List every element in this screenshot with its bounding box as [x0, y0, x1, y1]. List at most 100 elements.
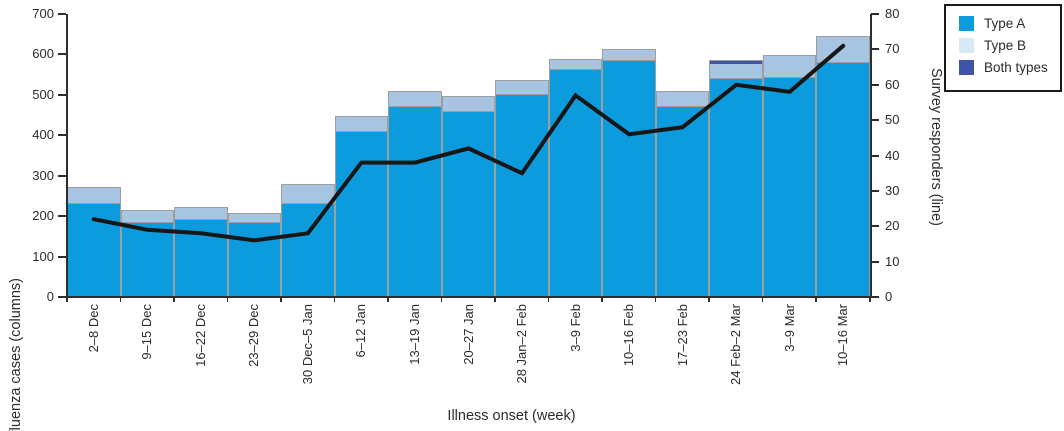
left-axis-tick: [58, 255, 66, 258]
bar-segment-type-a: [389, 105, 441, 296]
x-category-label: 20–27 Jan: [460, 304, 476, 365]
x-category-label: 2–8 Dec: [85, 304, 101, 353]
bar-segment-type-a: [603, 60, 655, 296]
bar-20–27 Jan: [441, 96, 496, 297]
right-axis-tick: [871, 154, 879, 157]
x-category-label: 9–15 Dec: [139, 304, 155, 360]
x-category-label: 6–12 Jan: [353, 304, 369, 358]
x-axis-tick: [387, 297, 389, 302]
bar-segment-type-a: [68, 202, 120, 296]
bar-segment-type-b: [175, 208, 227, 219]
x-axis-tick: [226, 297, 229, 302]
bar-segment-type-a: [121, 222, 174, 296]
x-axis-line: [65, 296, 872, 298]
x-category-label: 28 Jan–2 Feb: [514, 304, 530, 384]
right-axis-tick: [871, 296, 879, 298]
right-axis-tick-label: 50: [885, 112, 900, 128]
bar-segment-type-b: [656, 91, 709, 106]
legend: Type A Type B Both types: [944, 4, 1062, 92]
bar-16–22 Dec: [174, 207, 228, 297]
x-category-label: 24 Feb–2 Mar: [728, 304, 744, 385]
left-axis-tick: [58, 93, 66, 96]
legend-label: Type B: [984, 38, 1027, 53]
x-axis-tick: [494, 297, 496, 302]
bar-segment-type-b: [389, 91, 441, 106]
bar-segment-type-a: [763, 77, 816, 296]
x-axis-tick: [173, 297, 175, 302]
legend-swatch-icon: [959, 38, 974, 53]
bar-6–12 Jan: [334, 115, 389, 297]
right-axis-tick: [871, 119, 879, 122]
legend-item-both-types: Both types: [959, 60, 1052, 75]
right-axis-tick: [871, 189, 879, 192]
bar-segment-type-b: [442, 97, 495, 111]
bar-segment-type-a: [228, 222, 281, 296]
left-axis-tick: [58, 134, 66, 137]
left-axis-tick: [58, 13, 66, 15]
left-axis-tick-label: 500: [32, 86, 54, 102]
bar-segment-type-a: [496, 94, 548, 296]
x-axis-tick: [815, 297, 817, 302]
x-axis-tick: [66, 297, 68, 302]
bar-segment-type-b: [549, 60, 602, 70]
bar-2–8 Dec: [67, 186, 121, 297]
bar-23–29 Dec: [227, 212, 282, 297]
x-category-label: 10–16 Feb: [621, 304, 637, 367]
bar-segment-type-a: [549, 69, 602, 296]
right-axis-line: [869, 14, 872, 298]
legend-swatch-icon: [959, 60, 974, 75]
left-axis-tick-label: 0: [46, 289, 54, 304]
bar-segment-type-b: [282, 184, 334, 203]
bar-segment-type-b: [68, 187, 120, 203]
left-axis-tick-label: 100: [32, 248, 54, 264]
left-axis-tick: [58, 215, 66, 218]
bar-segment-type-a: [282, 202, 334, 296]
bar-segment-type-b: [710, 63, 762, 79]
bar-24 Feb–2 Mar: [709, 60, 763, 297]
right-axis-tick-label: 0: [885, 289, 893, 304]
right-axis-tick: [871, 48, 879, 51]
bar-17–23 Feb: [655, 90, 710, 297]
bar-segment-type-a: [335, 130, 388, 296]
x-axis-tick: [601, 297, 603, 302]
left-axis-line: [65, 14, 68, 298]
bar-10–16 Feb: [602, 48, 656, 297]
right-axis-tick: [871, 260, 879, 263]
right-axis-tick: [871, 225, 879, 228]
bar-segment-type-b: [496, 80, 548, 95]
bar-segment-type-a: [175, 218, 227, 296]
bar-segment-type-b: [121, 211, 174, 223]
x-category-label: 3–9 Mar: [781, 304, 797, 352]
right-axis-tick-label: 40: [885, 147, 900, 163]
bar-3–9 Feb: [548, 59, 603, 297]
bar-segment-type-b: [763, 55, 816, 78]
x-category-label: 16–22 Dec: [192, 304, 208, 367]
right-axis-tick-label: 60: [885, 76, 900, 92]
legend-item-type-b: Type B: [959, 38, 1052, 53]
x-axis-tick: [869, 297, 871, 302]
right-axis-tick-label: 70: [885, 41, 900, 57]
left-axis-tick-label: 200: [32, 208, 54, 224]
left-axis-tick: [58, 174, 66, 177]
bar-segment-type-b: [228, 213, 281, 223]
x-axis-tick: [280, 297, 282, 302]
right-axis-tick-label: 10: [885, 253, 900, 269]
bar-segment-type-a: [656, 105, 709, 296]
right-axis-tick-label: 80: [885, 6, 900, 21]
x-axis-tick: [119, 297, 122, 302]
right-axis-title: Survey responders (line): [928, 68, 944, 226]
plot-area: [67, 14, 870, 297]
bar-10–16 Mar: [816, 35, 870, 297]
bar-13–19 Jan: [388, 90, 442, 297]
right-axis-tick-label: 20: [885, 218, 900, 234]
left-axis-tick-label: 300: [32, 167, 54, 183]
x-category-label: 30 Dec–5 Jan: [299, 304, 315, 385]
legend-swatch-icon: [959, 16, 974, 31]
bar-segment-type-b: [817, 36, 869, 63]
bar-segment-type-a: [442, 110, 495, 296]
bar-28 Jan–2 Feb: [495, 79, 549, 297]
bar-9–15 Dec: [120, 210, 175, 297]
bar-segment-type-a: [710, 78, 762, 296]
left-axis-tick: [58, 296, 66, 298]
